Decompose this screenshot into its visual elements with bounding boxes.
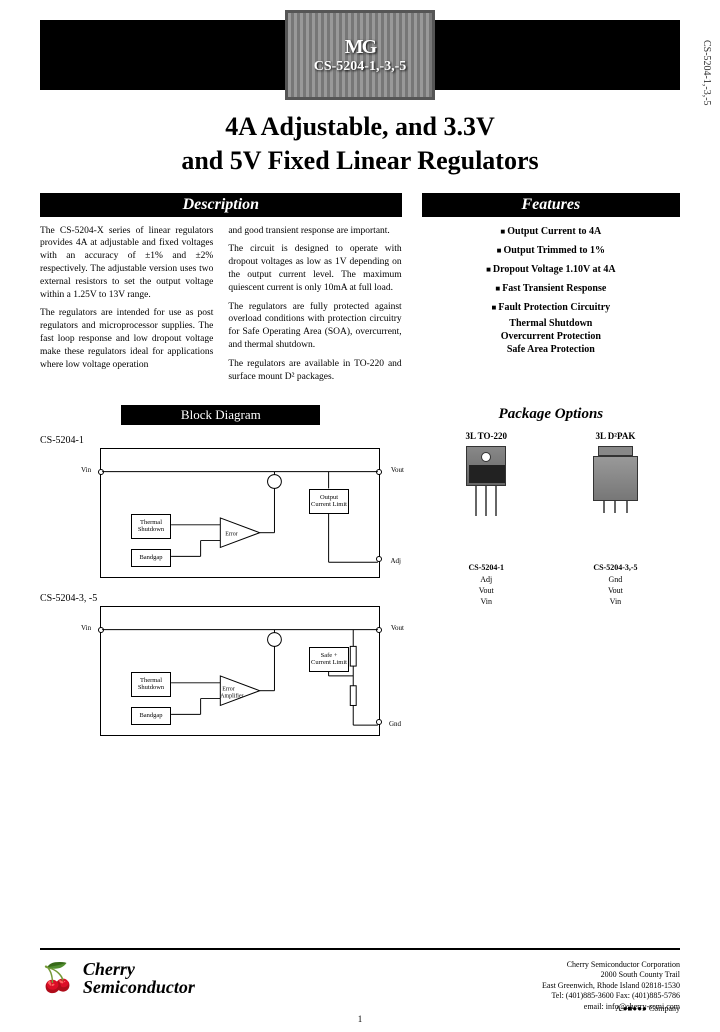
- d2pak-graphic: [590, 446, 640, 526]
- pkg-th1: CS-5204-1: [422, 561, 551, 574]
- pkg-r3c2: Vin: [551, 596, 680, 607]
- svg-text:Amplifier: Amplifier: [220, 692, 243, 699]
- block-thermal: Thermal Shutdown: [131, 514, 171, 539]
- parent-company: A ●■●●● Company: [615, 1004, 680, 1014]
- feature-item: Fast Transient Response: [422, 279, 680, 298]
- feature-sub: Safe Area Protection: [422, 343, 680, 356]
- pin-vin: [98, 469, 104, 475]
- feature-sub: Thermal Shutdown: [422, 317, 680, 330]
- pin-vout2-label: Vout: [391, 624, 404, 632]
- feature-item: Output Current to 4A: [422, 222, 680, 241]
- feature-item: Fault Protection Circuitry: [422, 298, 680, 317]
- side-part-label: CS-5204-1,-3,-5: [701, 40, 712, 106]
- pkg-r3c1: Vin: [422, 596, 551, 607]
- chip-graphic: MG CS-5204-1,-3,-5: [285, 10, 435, 100]
- brand-line1: Cherry: [83, 960, 195, 978]
- brand-line2: Semiconductor: [83, 978, 195, 996]
- features-list: Output Current to 4A Output Trimmed to 1…: [422, 222, 680, 356]
- block-diagram-header: Block Diagram: [121, 405, 320, 425]
- chip-logo: MG: [345, 36, 375, 59]
- block-bandgap2: Bandgap: [131, 707, 171, 725]
- pin-vout-label: Vout: [391, 466, 404, 474]
- block-thermal2: Thermal Shutdown: [131, 672, 171, 697]
- feature-sub: Overcurrent Protection: [422, 330, 680, 343]
- diagram1: Vin Vout Adj Thermal Shutdown Bandgap Ou…: [100, 448, 380, 578]
- chip-part-number: CS-5204-1,-3,-5: [314, 59, 407, 75]
- diagram2: Vin Vout Gnd Thermal Shutdown Bandgap Sa…: [100, 606, 380, 736]
- pin-gnd: [376, 719, 382, 725]
- pkg-r1c2: Gnd: [551, 574, 680, 585]
- addr-line: 2000 South County Trail: [542, 970, 680, 980]
- svg-text:Error: Error: [225, 531, 237, 537]
- pkg-to220-label: 3L TO-220: [422, 431, 551, 441]
- diagram1-label: CS-5204-1: [40, 435, 402, 446]
- page-number: 1: [358, 1014, 363, 1024]
- title-line2: and 5V Fixed Linear Regulators: [40, 144, 680, 178]
- pin-vin2-label: Vin: [81, 624, 91, 632]
- pin-gnd-label: Gnd: [389, 720, 401, 728]
- pin-vout2: [376, 627, 382, 633]
- addr-line: Tel: (401)885-3600 Fax: (401)885-5786: [542, 991, 680, 1001]
- title-line1: 4A Adjustable, and 3.3V: [40, 110, 680, 144]
- pin-vin2: [98, 627, 104, 633]
- pin-vout: [376, 469, 382, 475]
- block-current-limit: Output Current Limit: [309, 489, 349, 514]
- pin-vin-label: Vin: [81, 466, 91, 474]
- svg-text:Error: Error: [222, 686, 234, 692]
- block-bandgap: Bandgap: [131, 549, 171, 567]
- diagram2-label: CS-5204-3, -5: [40, 593, 402, 604]
- block-safe-current: Safe + Current Limit: [309, 647, 349, 672]
- page-footer: 🍒 Cherry Semiconductor Cherry Semiconduc…: [40, 948, 680, 1012]
- top-banner: MG CS-5204-1,-3,-5: [40, 20, 680, 90]
- description-header: Description: [40, 193, 402, 217]
- addr-line: East Greenwich, Rhode Island 02818-1530: [542, 981, 680, 991]
- pin-adj: [376, 556, 382, 562]
- addr-line: Cherry Semiconductor Corporation: [542, 960, 680, 970]
- features-header: Features: [422, 193, 680, 217]
- package-options-header: Package Options: [422, 406, 680, 423]
- cherry-icon: 🍒: [40, 961, 75, 995]
- page-title: 4A Adjustable, and 3.3V and 5V Fixed Lin…: [40, 110, 680, 178]
- package-to220: 3L TO-220: [422, 431, 551, 531]
- feature-item: Output Trimmed to 1%: [422, 241, 680, 260]
- pkg-r1c1: Adj: [422, 574, 551, 585]
- pkg-th2: CS-5204-3,-5: [551, 561, 680, 574]
- desc-p4: The circuit is designed to operate with …: [228, 243, 401, 294]
- footer-address: Cherry Semiconductor Corporation 2000 So…: [542, 960, 680, 1012]
- desc-p5: The regulators are fully protected again…: [228, 301, 401, 352]
- pkg-d2pak-label: 3L D²PAK: [551, 431, 680, 441]
- package-d2pak: 3L D²PAK: [551, 431, 680, 531]
- desc-p1: The CS-5204-X series of linear regulator…: [40, 225, 213, 302]
- description-body: The CS-5204-X series of linear regulator…: [40, 225, 402, 390]
- pin-adj-label: Adj: [391, 557, 402, 565]
- desc-p2: The regulators are intended for use as p…: [40, 307, 213, 371]
- to220-graphic: [461, 446, 511, 526]
- cherry-logo: 🍒 Cherry Semiconductor: [40, 960, 195, 996]
- package-pinout-table: CS-5204-1 CS-5204-3,-5 Adj Gnd Vout Vout…: [422, 561, 680, 607]
- desc-p6: The regulators are available in TO-220 a…: [228, 358, 401, 384]
- feature-item: Dropout Voltage 1.10V at 4A: [422, 260, 680, 279]
- pkg-r2c2: Vout: [551, 585, 680, 596]
- pkg-r2c1: Vout: [422, 585, 551, 596]
- desc-p3: and good transient response are importan…: [228, 225, 401, 238]
